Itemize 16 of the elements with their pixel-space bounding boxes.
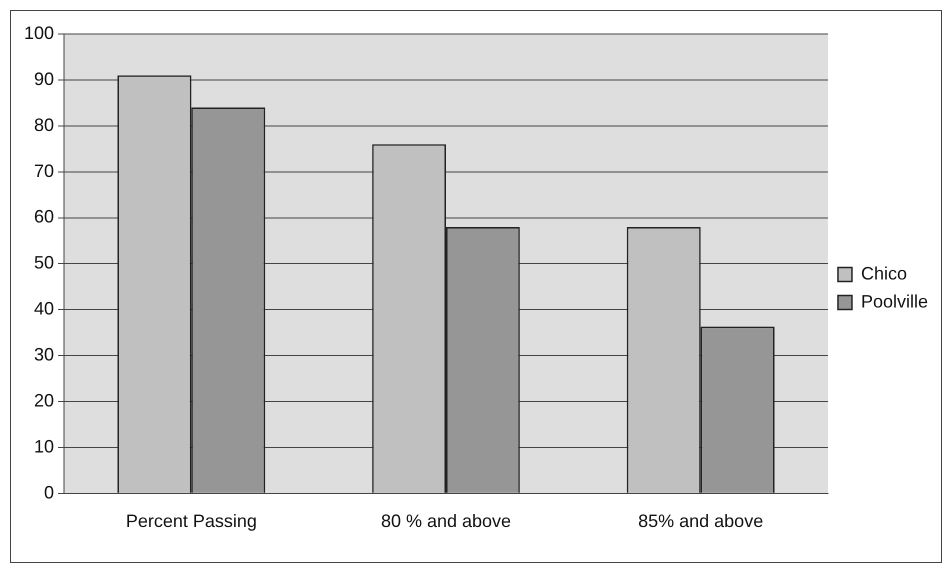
- y-tick-label: 40: [34, 298, 54, 319]
- y-tick-label: 70: [34, 160, 54, 181]
- y-tick-label: 80: [34, 114, 54, 135]
- legend-label: Poolville: [860, 291, 928, 312]
- y-tick-label: 0: [44, 482, 54, 502]
- x-tick-label: 85% and above: [638, 511, 764, 532]
- x-tick-label: Percent Passing: [126, 511, 257, 532]
- y-tick-label: 30: [34, 344, 54, 365]
- y-tick-label: 60: [34, 206, 54, 227]
- x-tick-label: 80 % and above: [380, 511, 512, 532]
- y-tick-label: 100: [24, 22, 54, 43]
- legend-label: Chico: [860, 263, 907, 284]
- y-tick-label: 20: [34, 390, 54, 410]
- y-tick-label: 50: [34, 252, 54, 273]
- y-tick-label: 90: [34, 68, 54, 89]
- y-tick-label: 10: [34, 436, 54, 456]
